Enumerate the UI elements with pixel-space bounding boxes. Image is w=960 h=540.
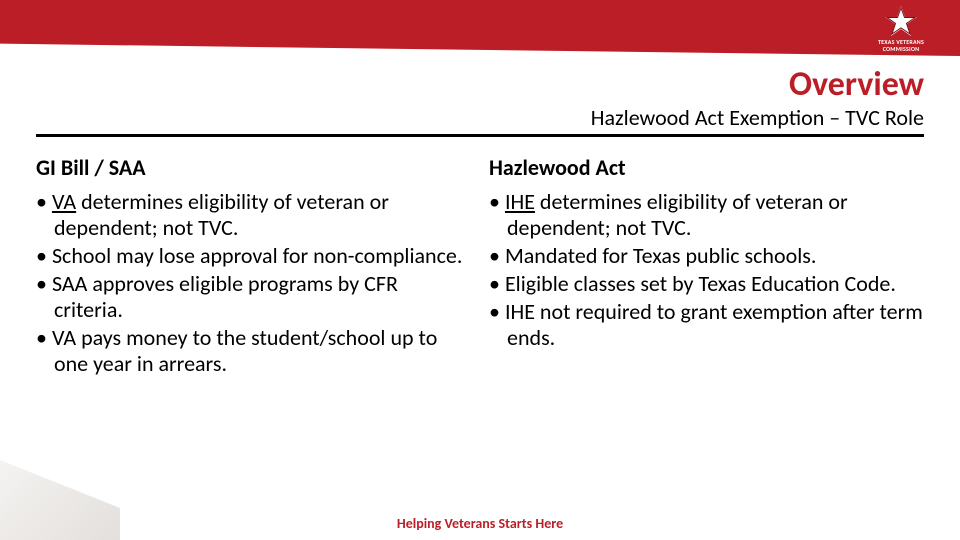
list-item: SAA approves eligible programs by CFR cr…: [36, 271, 471, 323]
slide: TEXAS VETERANS COMMISSION Overview Hazle…: [0, 0, 960, 540]
logo-text-2: COMMISSION: [878, 46, 924, 52]
column-right: Hazlewood Act IHE determines eligibility…: [489, 154, 924, 379]
list-item: IHE determines eligibility of veteran or…: [489, 189, 924, 241]
footer-tagline: Helping Veterans Starts Here: [0, 515, 960, 532]
bullet-text: Mandated for Texas public schools.: [505, 242, 816, 269]
logo: TEXAS VETERANS COMMISSION: [878, 6, 924, 52]
underlined-term: VA: [52, 188, 76, 215]
bullet-text: VA pays money to the student/school up t…: [52, 324, 437, 377]
column-right-heading: Hazlewood Act: [489, 154, 924, 181]
star-icon: [883, 6, 919, 38]
page-title: Overview: [789, 64, 924, 105]
bullet-text: School may lose approval for non-complia…: [52, 242, 462, 269]
list-item: Mandated for Texas public schools.: [489, 243, 924, 269]
underlined-term: IHE: [505, 188, 535, 215]
bullet-text: IHE not required to grant exemption afte…: [505, 298, 923, 351]
column-right-bullets: IHE determines eligibility of veteran or…: [489, 189, 924, 351]
bullet-text: SAA approves eligible programs by CFR cr…: [52, 270, 398, 323]
bullet-text: determines eligibility of veteran or dep…: [507, 188, 848, 241]
column-left: GI Bill / SAA VA determines eligibility …: [36, 154, 471, 379]
top-bar: [0, 0, 960, 56]
list-item: IHE not required to grant exemption afte…: [489, 299, 924, 351]
column-left-heading: GI Bill / SAA: [36, 154, 471, 181]
columns: GI Bill / SAA VA determines eligibility …: [36, 154, 924, 379]
bullet-text: Eligible classes set by Texas Education …: [505, 270, 896, 297]
list-item: School may lose approval for non-complia…: [36, 243, 471, 269]
horizontal-rule: [36, 134, 924, 137]
list-item: VA determines eligibility of veteran or …: [36, 189, 471, 241]
page-subtitle: Hazlewood Act Exemption – TVC Role: [591, 104, 924, 131]
list-item: Eligible classes set by Texas Education …: [489, 271, 924, 297]
list-item: VA pays money to the student/school up t…: [36, 325, 471, 377]
bullet-text: determines eligibility of veteran or dep…: [54, 188, 389, 241]
column-left-bullets: VA determines eligibility of veteran or …: [36, 189, 471, 377]
